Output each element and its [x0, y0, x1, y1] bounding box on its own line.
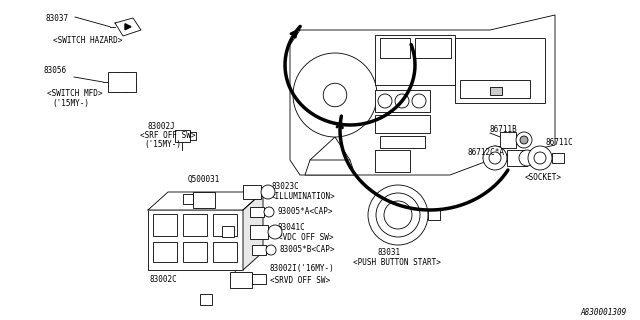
Text: 86711C: 86711C: [545, 138, 573, 147]
Bar: [455, 38, 545, 103]
Bar: [428, 210, 440, 220]
Circle shape: [534, 152, 546, 164]
Text: A: A: [204, 297, 208, 301]
Circle shape: [395, 94, 409, 108]
Text: <PUSH BUTTON START>: <PUSH BUTTON START>: [353, 258, 441, 267]
Text: ('15MY-): ('15MY-): [52, 99, 89, 108]
Bar: [183, 194, 193, 204]
Bar: [148, 210, 243, 270]
Text: 93005*A<CAP>: 93005*A<CAP>: [278, 207, 333, 216]
Bar: [375, 115, 430, 133]
Text: <SWITCH MFD>: <SWITCH MFD>: [47, 89, 102, 98]
Text: 83002C: 83002C: [150, 275, 178, 284]
Bar: [190, 132, 196, 140]
Bar: [500, 132, 516, 148]
Circle shape: [268, 225, 282, 239]
Text: <ILLUMINATION>: <ILLUMINATION>: [271, 192, 336, 201]
Bar: [183, 214, 207, 236]
Polygon shape: [290, 15, 555, 175]
Circle shape: [489, 152, 501, 164]
Bar: [153, 242, 177, 262]
Text: <SWITCH HAZARD>: <SWITCH HAZARD>: [53, 36, 122, 45]
Text: <VDC OFF SW>: <VDC OFF SW>: [278, 233, 333, 242]
Bar: [213, 242, 237, 262]
Bar: [375, 150, 410, 172]
Bar: [153, 214, 177, 236]
Polygon shape: [243, 192, 263, 270]
Bar: [375, 35, 455, 85]
Bar: [252, 274, 266, 284]
Text: <SRF OFF SW>: <SRF OFF SW>: [140, 131, 195, 140]
Text: 83041C: 83041C: [278, 223, 306, 232]
Bar: [222, 226, 234, 237]
Bar: [183, 242, 207, 262]
Circle shape: [378, 94, 392, 108]
Circle shape: [520, 136, 528, 144]
Bar: [552, 153, 564, 163]
Text: 83002J: 83002J: [148, 122, 176, 131]
Bar: [243, 185, 261, 199]
Circle shape: [516, 132, 532, 148]
Circle shape: [323, 83, 347, 107]
Circle shape: [261, 185, 275, 199]
Bar: [507, 150, 527, 166]
Circle shape: [483, 146, 507, 170]
Text: A830001309: A830001309: [580, 308, 627, 317]
Circle shape: [264, 207, 274, 217]
Text: 83037: 83037: [45, 14, 68, 23]
Circle shape: [376, 193, 420, 237]
Bar: [250, 225, 268, 239]
Bar: [460, 80, 530, 98]
Bar: [380, 38, 410, 58]
Bar: [230, 272, 252, 288]
Circle shape: [368, 185, 428, 245]
Bar: [380, 136, 425, 148]
Bar: [108, 72, 136, 92]
Bar: [200, 294, 212, 305]
Circle shape: [412, 94, 426, 108]
Bar: [193, 192, 215, 208]
Circle shape: [266, 245, 276, 255]
Text: 83031: 83031: [378, 248, 401, 257]
Polygon shape: [115, 18, 141, 36]
Text: 83056: 83056: [44, 66, 67, 75]
Circle shape: [528, 146, 552, 170]
Text: 86711B: 86711B: [490, 125, 518, 134]
Polygon shape: [125, 24, 131, 30]
Text: 83002I('16MY-): 83002I('16MY-): [270, 264, 335, 273]
Polygon shape: [305, 160, 355, 175]
Circle shape: [293, 53, 377, 137]
Bar: [213, 214, 237, 236]
Polygon shape: [148, 192, 263, 210]
Text: A: A: [226, 228, 230, 234]
Text: <SRVD OFF SW>: <SRVD OFF SW>: [270, 276, 330, 285]
Text: Q500031: Q500031: [188, 175, 220, 184]
Text: <SOCKET>: <SOCKET>: [525, 173, 562, 182]
Bar: [252, 245, 266, 255]
Bar: [375, 90, 430, 112]
Bar: [250, 207, 264, 217]
Bar: [490, 87, 502, 95]
Bar: [415, 38, 451, 58]
Text: ('15MY-): ('15MY-): [144, 140, 181, 149]
Circle shape: [384, 201, 412, 229]
Text: 83023C: 83023C: [271, 182, 299, 191]
Circle shape: [519, 150, 535, 166]
Text: 83005*B<CAP>: 83005*B<CAP>: [280, 245, 335, 254]
Text: 86712C*A: 86712C*A: [468, 148, 505, 157]
Bar: [175, 130, 190, 142]
